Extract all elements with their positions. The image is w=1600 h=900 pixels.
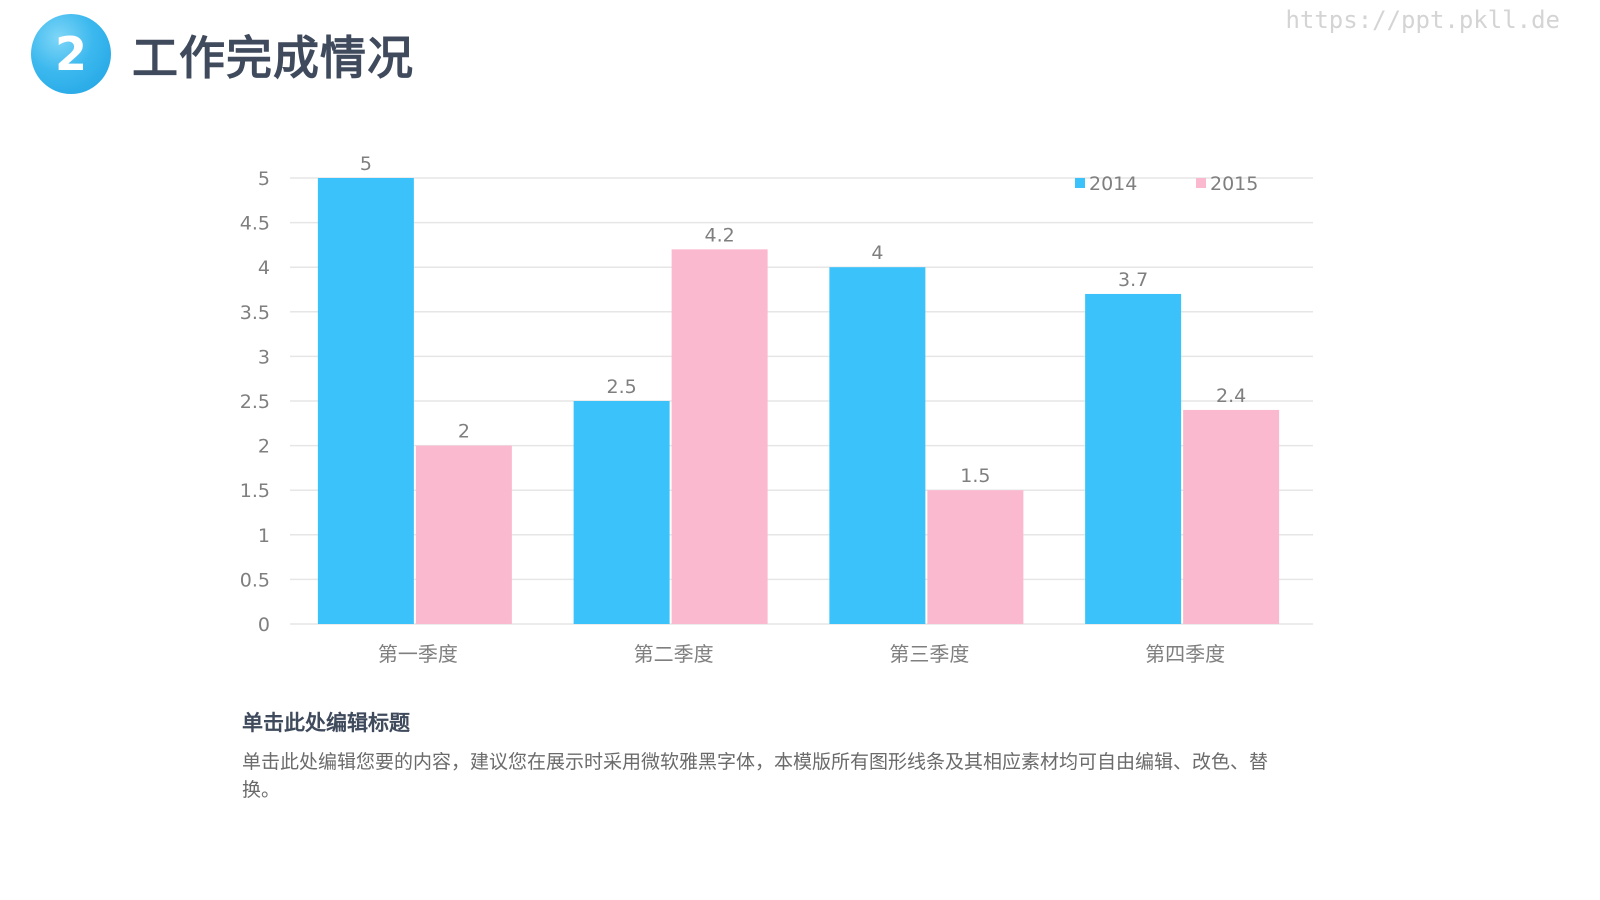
bar-2014-4 [1085, 293, 1182, 624]
y-tick-label: 5 [258, 168, 270, 190]
bar-2014-2 [573, 401, 670, 624]
legend-label: 2014 [1089, 173, 1137, 195]
caption-body: 单击此处编辑您要的内容，建议您在展示时采用微软雅黑字体，本模版所有图形线条及其相… [242, 751, 1269, 801]
y-tick-label: 4 [258, 257, 270, 279]
y-tick-label: 2 [258, 436, 270, 458]
y-axis-ticks: 0 0.5 1 1.5 2 2.5 3 3.5 4 4.5 5 [240, 168, 270, 636]
legend-swatch-2014 [1075, 178, 1085, 188]
data-label: 5 [360, 153, 372, 175]
data-label: 3.7 [1118, 269, 1148, 291]
x-tick-label: 第一季度 [378, 642, 458, 666]
data-label: 1.5 [960, 465, 990, 487]
data-label: 4 [871, 242, 883, 264]
chart-legend: 2014 2015 [1075, 173, 1258, 195]
watermark-url: https://ppt.pkll.de [1285, 6, 1560, 34]
legend-swatch-2015 [1196, 178, 1206, 188]
bar-2015-3 [927, 490, 1024, 624]
y-tick-label: 3 [258, 346, 270, 368]
bar-2015-1 [415, 445, 512, 624]
bar-chart: 0 0.5 1 1.5 2 2.5 3 3.5 4 4.5 5 5 2 2.5 4.2 4 1.5 3.7 2.4… [240, 153, 1313, 666]
y-tick-label: 1.5 [240, 480, 270, 502]
y-tick-label: 4.5 [240, 213, 270, 235]
data-label: 4.2 [705, 224, 735, 246]
y-tick-label: 3.5 [240, 302, 270, 324]
data-label: 2.5 [607, 376, 637, 398]
data-label: 2 [458, 421, 470, 443]
y-tick-label: 0.5 [240, 569, 270, 591]
chart-bars [317, 178, 1280, 625]
page-title: 工作完成情况 [132, 31, 414, 85]
y-tick-label: 1 [258, 525, 270, 547]
data-label: 2.4 [1216, 385, 1246, 407]
chart-data-labels: 5 2 2.5 4.2 4 1.5 3.7 2.4 [360, 153, 1246, 487]
x-tick-label: 第二季度 [634, 642, 714, 666]
bar-2014-3 [829, 267, 926, 624]
y-tick-label: 0 [258, 614, 270, 636]
x-tick-label: 第三季度 [889, 642, 969, 666]
x-axis-ticks: 第一季度 第二季度 第三季度 第四季度 [378, 642, 1225, 666]
bar-2015-2 [671, 249, 768, 625]
caption-title: 单击此处编辑标题 [242, 711, 410, 735]
legend-label: 2015 [1210, 173, 1258, 195]
x-tick-label: 第四季度 [1145, 642, 1225, 666]
y-tick-label: 2.5 [240, 391, 270, 413]
bar-2014-1 [317, 178, 414, 624]
section-number-badge: 2 [31, 14, 111, 94]
bar-2015-4 [1183, 409, 1280, 624]
